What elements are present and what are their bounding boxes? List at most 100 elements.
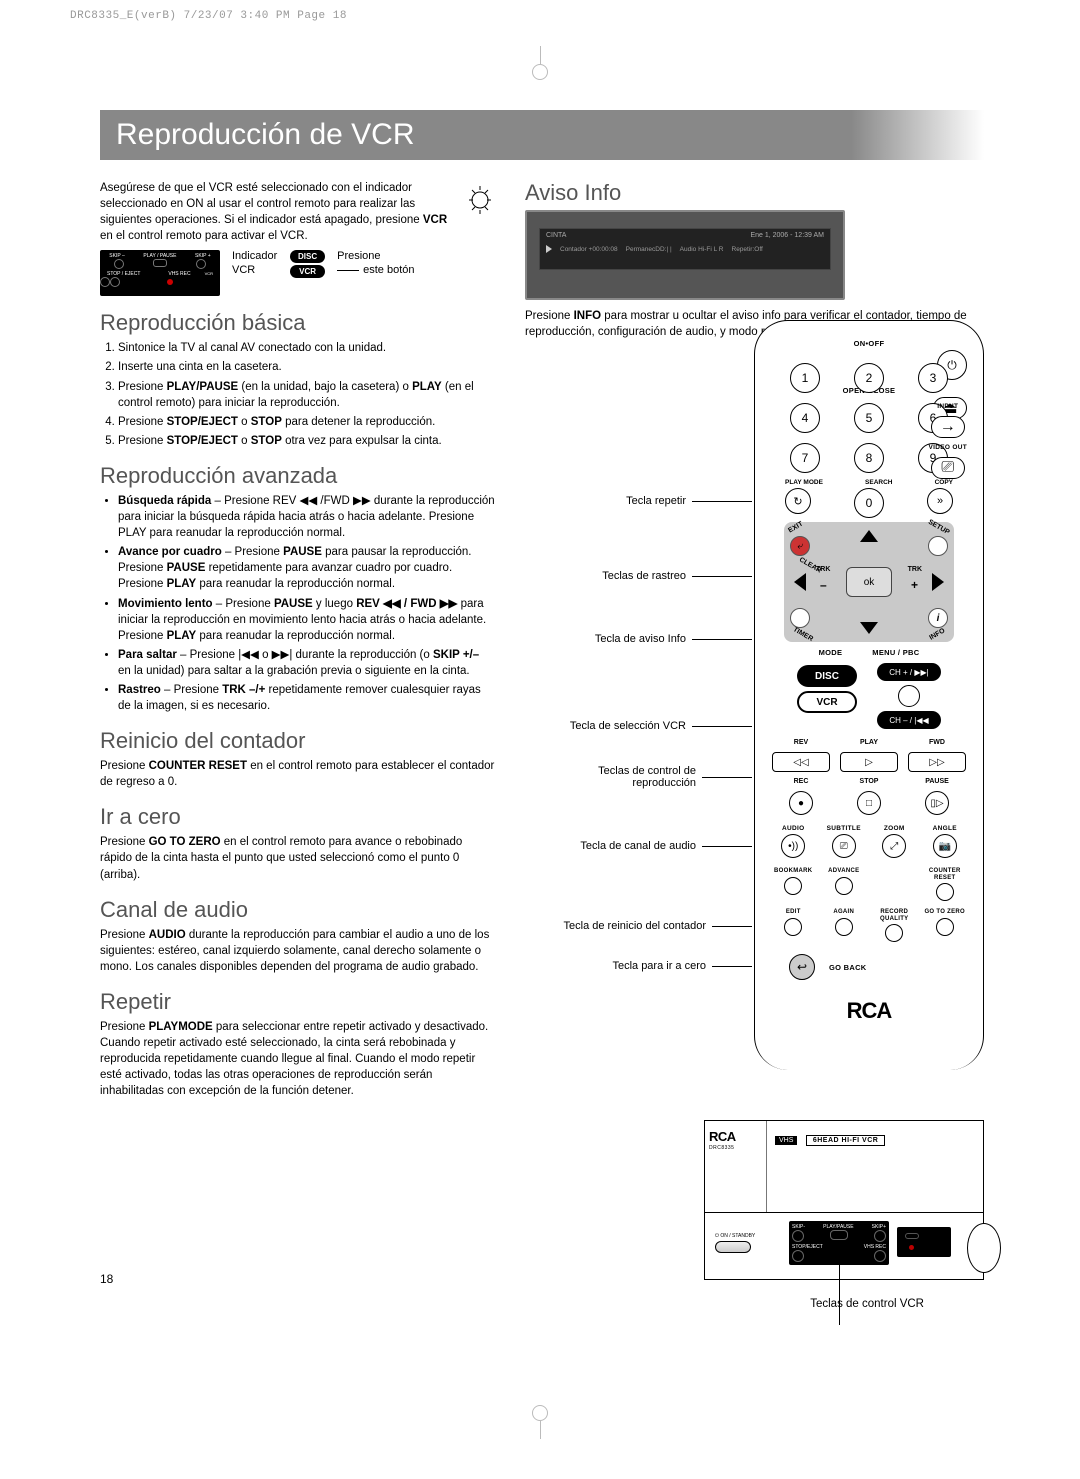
- audio-channel-text: Presione AUDIO durante la reproducción p…: [100, 927, 495, 975]
- lightbulb-icon: [465, 182, 495, 218]
- remote-control: ON•OFF ⏻ OPEN•CLOSE ⏏ 1 2 3 4 5 6 7 8: [754, 320, 984, 1070]
- callout-tracking-keys: Teclas de rastreo: [552, 570, 692, 582]
- play-button[interactable]: ▷: [840, 752, 898, 772]
- page-title: Reproducción de VCR: [100, 110, 984, 160]
- disc-vcr-badge: DISC VCR: [290, 250, 325, 278]
- edit-button[interactable]: [784, 918, 802, 936]
- copy-button[interactable]: »: [927, 488, 953, 514]
- press-label: Presione: [337, 250, 414, 263]
- numpad-2[interactable]: 2: [854, 363, 884, 393]
- numpad-1[interactable]: 1: [790, 363, 820, 393]
- goto-zero-label: GO TO ZERO: [923, 909, 968, 916]
- audio-button[interactable]: •)): [781, 834, 805, 858]
- on-off-label: ON•OFF: [771, 339, 967, 348]
- unit-stop-eject-button[interactable]: [792, 1250, 804, 1262]
- bookmark-button[interactable]: [784, 877, 802, 895]
- rev-button[interactable]: ◁◁: [772, 752, 830, 772]
- counter-reset-label: COUNTER RESET: [923, 868, 968, 881]
- ch-minus-button[interactable]: CH – / |◀◀: [877, 711, 941, 729]
- play-mode-button[interactable]: ↻: [785, 488, 811, 514]
- numpad-0[interactable]: 0: [854, 488, 884, 518]
- basic-playback-heading: Reproducción básica: [100, 310, 495, 336]
- vhs-badge: VHS: [775, 1136, 797, 1145]
- exit-button[interactable]: ⤶: [790, 536, 810, 556]
- callout-counter-reset-key: Tecla de reinicio del contador: [552, 920, 712, 932]
- crop-mark-top-icon: [525, 46, 555, 76]
- crop-mark-bottom-icon: [525, 1409, 555, 1439]
- advance-button[interactable]: [835, 877, 853, 895]
- goto-zero-text: Presione GO TO ZERO en el control remoto…: [100, 834, 495, 882]
- stop-button[interactable]: □: [857, 791, 881, 815]
- menu-button[interactable]: [898, 685, 920, 707]
- audio-label: AUDIO: [771, 825, 816, 832]
- callout-vcr-select-key: Tecla de selección VCR: [552, 720, 692, 732]
- rec-button[interactable]: ●: [789, 791, 813, 815]
- vcr-unit-caption: Teclas de control VCR: [810, 1298, 924, 1310]
- page-number: 18: [100, 1272, 113, 1286]
- goto-zero-heading: Ir a cero: [100, 804, 495, 830]
- stop-label: STOP: [840, 778, 898, 785]
- rec-label: REC: [772, 778, 830, 785]
- zoom-button[interactable]: ⤢: [882, 834, 906, 858]
- subtitle-label: SUBTITLE: [822, 825, 867, 832]
- timer-button[interactable]: [790, 608, 810, 628]
- trk-plus-label: TRK: [908, 566, 922, 573]
- nav-left-button[interactable]: [794, 573, 806, 591]
- input-button[interactable]: →: [931, 416, 965, 438]
- vcr-mode-button[interactable]: VCR: [797, 691, 857, 713]
- ch-plus-button[interactable]: CH + / ▶▶|: [877, 663, 941, 681]
- counter-reset-text: Presione COUNTER RESET en el control rem…: [100, 758, 495, 790]
- video-out-button[interactable]: ⎚: [931, 457, 965, 479]
- exit-label: EXIT: [787, 521, 804, 535]
- unit-model-label: DRC8335: [709, 1145, 762, 1151]
- counter-reset-button[interactable]: [936, 883, 954, 901]
- record-quality-label: RECORD QUALITY: [872, 909, 917, 922]
- ok-button[interactable]: ok: [846, 567, 892, 597]
- callout-playback-keys: Teclas de control de reproducción: [552, 765, 702, 789]
- unit-skip-plus-button[interactable]: [874, 1230, 886, 1242]
- video-out-label: VIDEO OUT: [929, 444, 967, 451]
- mode-label: MODE: [819, 648, 843, 657]
- trk-minus-label: TRK: [816, 566, 830, 573]
- audio-channel-heading: Canal de audio: [100, 897, 495, 923]
- fwd-button[interactable]: ▷▷: [908, 752, 966, 772]
- copy-label: COPY: [935, 479, 953, 486]
- bookmark-label: BOOKMARK: [771, 868, 816, 875]
- mini-control-panel: SKIP –PLAY / PAUSESKIP + STOP / EJECTVHS…: [100, 250, 220, 296]
- numpad-3[interactable]: 3: [918, 363, 948, 393]
- unit-play-pause-button[interactable]: [830, 1230, 848, 1240]
- nav-right-button[interactable]: [932, 573, 944, 591]
- setup-button[interactable]: [928, 536, 948, 556]
- numpad-5[interactable]: 5: [854, 403, 884, 433]
- info-button[interactable]: i: [928, 608, 948, 628]
- record-quality-button[interactable]: [885, 924, 903, 942]
- disc-mode-button[interactable]: DISC: [797, 665, 857, 687]
- again-label: AGAIN: [822, 909, 867, 916]
- unit-badge: 6HEAD HI-FI VCR: [806, 1135, 885, 1146]
- subtitle-button[interactable]: ⎚: [832, 834, 856, 858]
- search-label: SEARCH: [865, 479, 892, 486]
- unit-jog-dial[interactable]: [967, 1223, 1001, 1273]
- nav-cross: EXIT SETUP ⤶ CLEAR ok TRK – TRK +: [784, 522, 954, 642]
- angle-button[interactable]: 📷: [933, 834, 957, 858]
- nav-up-button[interactable]: [860, 530, 878, 542]
- unit-skip-minus-button[interactable]: [792, 1230, 804, 1242]
- again-button[interactable]: [835, 918, 853, 936]
- advanced-playback-list: Búsqueda rápida – Presione REV ◀◀ /FWD ▶…: [100, 493, 495, 714]
- unit-power-button[interactable]: [715, 1241, 751, 1253]
- timer-label: TIMER: [792, 626, 814, 643]
- go-back-label: GO BACK: [829, 963, 867, 972]
- numpad-4[interactable]: 4: [790, 403, 820, 433]
- numpad-7[interactable]: 7: [790, 443, 820, 473]
- remote-brand-logo: RCA: [771, 998, 967, 1024]
- zoom-label: ZOOM: [872, 825, 917, 832]
- goto-zero-button[interactable]: [936, 918, 954, 936]
- unit-vcr-button-panel: SKIP-PLAY/PAUSESKIP+ STOP/EJECTVHS REC: [789, 1221, 889, 1265]
- go-back-button[interactable]: ↩: [789, 954, 815, 980]
- nav-down-button[interactable]: [860, 622, 878, 634]
- pause-button[interactable]: ▯▷: [925, 791, 949, 815]
- numpad-8[interactable]: 8: [854, 443, 884, 473]
- fwd-label: FWD: [908, 739, 966, 746]
- counter-reset-heading: Reinicio del contador: [100, 728, 495, 754]
- unit-rec-button[interactable]: [874, 1250, 886, 1262]
